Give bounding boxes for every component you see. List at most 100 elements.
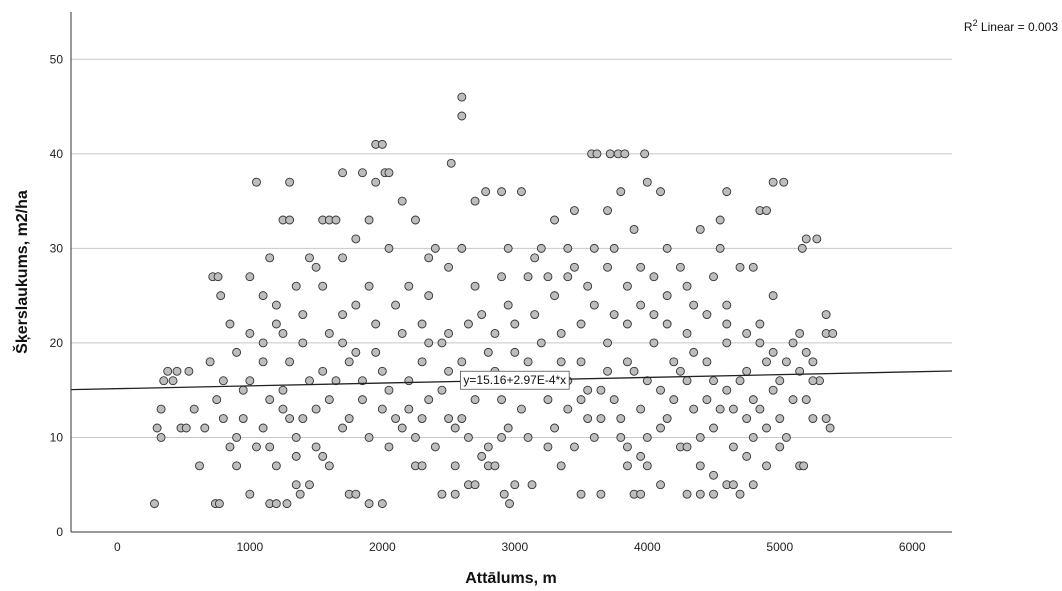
- data-point: [662, 291, 672, 301]
- data-point: [728, 480, 738, 490]
- data-point: [424, 291, 434, 301]
- data-point: [457, 243, 467, 253]
- data-point: [762, 461, 771, 471]
- data-point: [490, 461, 500, 471]
- data-point: [397, 196, 407, 206]
- data-point: [364, 281, 374, 291]
- data-point: [463, 319, 473, 329]
- data-point: [444, 414, 454, 423]
- data-point: [662, 243, 672, 253]
- data-point: [781, 357, 791, 367]
- data-point: [662, 319, 672, 329]
- data-point: [377, 404, 387, 414]
- data-point: [748, 262, 758, 272]
- data-point: [377, 139, 387, 149]
- data-point: [583, 385, 593, 395]
- data-point: [609, 243, 619, 253]
- data-point: [195, 461, 204, 471]
- data-point: [543, 395, 553, 405]
- data-point: [225, 319, 235, 329]
- data-point: [589, 300, 599, 310]
- data-point: [603, 366, 612, 376]
- data-point: [516, 187, 526, 197]
- x-tick-label: 6000: [899, 540, 926, 554]
- data-point: [364, 215, 374, 225]
- data-point: [411, 215, 420, 225]
- data-point: [358, 168, 367, 178]
- data-point: [649, 310, 659, 319]
- data-point: [510, 319, 520, 329]
- data-point: [510, 347, 520, 357]
- data-point: [808, 414, 818, 423]
- data-point: [404, 404, 414, 414]
- data-point: [417, 319, 427, 329]
- data-point: [483, 442, 493, 452]
- data-point: [702, 395, 712, 405]
- data-point: [609, 310, 619, 319]
- data-point: [344, 414, 354, 423]
- data-point: [278, 404, 288, 414]
- data-point: [430, 442, 440, 452]
- data-point: [384, 168, 394, 178]
- data-point: [550, 291, 560, 301]
- data-point: [649, 272, 659, 282]
- data-point: [271, 499, 281, 509]
- data-point: [225, 442, 235, 452]
- data-point: [742, 451, 752, 461]
- data-point: [797, 243, 807, 253]
- data-point: [371, 347, 381, 357]
- fit-equation-label: y=15.16+2.97E-4*x: [460, 370, 570, 390]
- data-point: [709, 423, 718, 433]
- data-point: [371, 319, 381, 329]
- data-point: [497, 187, 507, 197]
- data-point: [603, 262, 612, 272]
- data-point: [735, 489, 745, 499]
- data-point: [391, 300, 401, 310]
- data-point: [636, 451, 646, 461]
- y-tick-label: 20: [50, 336, 64, 350]
- data-point: [742, 329, 752, 338]
- r2-annotation: R2 Linear = 0.003: [964, 18, 1058, 34]
- data-point: [536, 338, 546, 348]
- data-point: [450, 489, 460, 499]
- data-point: [808, 376, 818, 386]
- data-point: [384, 442, 394, 452]
- data-point: [636, 404, 646, 414]
- data-point: [444, 262, 454, 272]
- data-point: [457, 92, 467, 102]
- x-tick-label: 3000: [501, 540, 528, 554]
- data-point: [675, 366, 685, 376]
- data-point: [589, 433, 599, 442]
- data-point: [351, 300, 361, 310]
- data-point: [305, 480, 314, 490]
- data-point: [576, 357, 586, 367]
- data-point: [150, 499, 159, 509]
- data-point: [523, 357, 533, 367]
- data-point: [563, 404, 573, 414]
- data-point: [801, 347, 811, 357]
- data-point: [755, 319, 765, 329]
- data-point: [755, 338, 765, 348]
- data-point: [616, 187, 626, 197]
- data-point: [358, 376, 367, 386]
- data-point: [583, 414, 593, 423]
- y-axis-title: Šķerslaukums, m2/ha: [12, 190, 31, 354]
- data-point: [417, 461, 427, 471]
- data-point: [689, 300, 699, 310]
- data-point: [245, 376, 255, 386]
- data-point: [351, 489, 361, 499]
- data-point: [338, 168, 348, 178]
- data-point: [722, 187, 732, 197]
- data-point: [152, 423, 162, 433]
- data-point: [695, 433, 705, 442]
- data-point: [344, 357, 354, 367]
- data-point: [616, 414, 626, 423]
- data-point: [457, 357, 467, 367]
- data-point: [212, 395, 222, 405]
- y-tick-label: 0: [56, 525, 63, 539]
- data-point: [311, 404, 321, 414]
- data-point: [728, 404, 738, 414]
- data-point: [258, 291, 268, 301]
- data-point: [463, 433, 473, 442]
- data-point: [682, 329, 692, 338]
